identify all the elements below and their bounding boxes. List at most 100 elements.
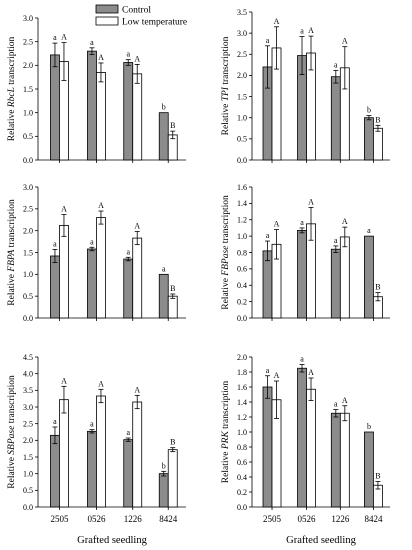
y-tick-label: 0.2	[237, 297, 247, 306]
legend-label: Low temperature	[122, 18, 187, 28]
significance-letter: A	[274, 371, 280, 380]
y-axis-label-prefix: Relative	[221, 449, 231, 483]
legend: Control Low temperature	[95, 4, 187, 28]
bar-control-1226	[123, 439, 134, 508]
y-tick-label: 2.5	[237, 50, 247, 59]
chart-panel-rbcl: 0.0 0.5 1.0 1.5 2.0 2.5 3.0 Relative RbcL trans…	[7, 14, 186, 165]
x-tick-label: 2505	[263, 514, 282, 524]
y-tick-label: 0.0	[23, 503, 33, 512]
x-tick-label: 0526	[298, 514, 317, 524]
bar-control-0526	[297, 229, 307, 319]
chart-panel-prk: 0.0 0.2 0.4 0.6 0.8 1.0 1.2 1.4 1.6 1.8 2.0 Relativ…	[221, 353, 390, 546]
y-tick-label: 1.2	[237, 216, 247, 225]
bar-low-temperature-0526	[96, 217, 106, 319]
y-axis-label-gene: RbcL	[7, 87, 17, 108]
bar-low-temperature-1226	[339, 236, 350, 319]
y-tick-label: 1.0	[23, 108, 33, 117]
significance-letter: A	[98, 53, 104, 62]
significance-letter: A	[308, 26, 314, 35]
y-tick-label: 0.5	[23, 486, 33, 495]
significance-letter: a	[162, 264, 166, 273]
bar-control-1226	[330, 76, 341, 161]
y-tick-label: 1.5	[237, 92, 247, 101]
bar-low-temperature-2505	[59, 399, 69, 508]
y-axis-label-gene: TPI	[221, 86, 231, 101]
y-tick-label: 0.8	[237, 443, 247, 452]
legend-swatch	[95, 16, 119, 26]
y-tick-label: 1.4	[237, 199, 247, 208]
significance-letter: b	[367, 106, 371, 115]
bar-control-8424	[158, 473, 169, 508]
y-axis-label: Relative FBPA transcription	[7, 199, 17, 306]
y-tick-label: 1.0	[237, 114, 247, 123]
y-axis-label-prefix: Relative	[221, 276, 231, 310]
y-tick-label: 0.5	[23, 292, 33, 301]
significance-letter: a	[300, 218, 304, 227]
y-tick-label: 3.5	[23, 386, 33, 395]
y-tick-label: 0.4	[237, 281, 247, 290]
significance-letter: A	[308, 368, 314, 377]
x-tick-label: 2505	[50, 514, 69, 524]
y-tick-label: 1.6	[237, 383, 247, 392]
y-axis-label: Relative SBPase transcription	[7, 375, 17, 489]
bar-low-temperature-8424	[167, 449, 178, 508]
significance-letter: B	[170, 121, 175, 130]
bar-control-8424	[364, 117, 374, 161]
bar-control-2505	[50, 54, 60, 161]
bar-low-temperature-1226	[339, 412, 350, 508]
bar-low-temperature-0526	[306, 388, 316, 508]
bar-control-0526	[87, 248, 97, 319]
significance-letter: A	[134, 54, 140, 63]
y-tick-label: 2.0	[237, 353, 247, 362]
y-tick-label: 4.5	[23, 353, 33, 362]
legend-swatch	[95, 4, 119, 14]
bar-control-1226	[330, 412, 341, 508]
bar-low-temperature-1226	[132, 237, 143, 319]
y-tick-label: 0.5	[237, 135, 247, 144]
y-axis-label: Relative RbcL transcription	[7, 37, 17, 142]
y-tick-label: 0.4	[237, 473, 247, 482]
y-tick-label: 3.5	[237, 8, 247, 17]
y-tick-label: 2.0	[23, 61, 33, 70]
x-axis-label: Grafted seedling	[286, 535, 356, 546]
chart-panel-fbpase: 0.0 0.2 0.4 0.6 0.8 1.0 1.2 1.4 1.6 Relative FBPa…	[221, 183, 390, 323]
significance-letter: a	[90, 420, 94, 429]
y-axis-label-suffix: transcription	[7, 375, 17, 426]
y-tick-label: 0.0	[237, 314, 247, 323]
significance-letter: a	[126, 428, 130, 437]
y-tick-label: 2.0	[23, 436, 33, 445]
significance-letter: A	[274, 220, 280, 229]
y-tick-label: 1.5	[23, 453, 33, 462]
significance-letter: a	[90, 38, 94, 47]
significance-letter: a	[126, 247, 130, 256]
bar-control-8424	[364, 235, 374, 319]
significance-letter: a	[266, 36, 270, 45]
y-tick-label: 2.5	[23, 205, 33, 214]
significance-letter: B	[170, 438, 175, 447]
y-axis-label-gene: FBPA	[7, 249, 17, 272]
y-tick-label: 3.0	[23, 183, 33, 192]
y-tick-label: 0.0	[237, 503, 247, 512]
x-tick-label: 1226	[331, 514, 350, 524]
significance-letter: a	[367, 226, 371, 235]
y-axis-label-prefix: Relative	[7, 455, 17, 489]
y-tick-label: 0.8	[237, 248, 247, 257]
y-tick-label: 0.6	[237, 458, 247, 467]
significance-letter: a	[53, 239, 57, 248]
significance-letter: a	[300, 355, 304, 364]
bar-control-0526	[87, 50, 97, 161]
chart-panel-fbpa: 0.0 0.5 1.0 1.5 2.0 2.5 3.0 Relative FBPA trans…	[7, 183, 186, 323]
significance-letter: a	[53, 417, 57, 426]
significance-letter: B	[375, 472, 380, 481]
significance-letter: A	[134, 222, 140, 231]
significance-letter: A	[274, 17, 280, 26]
significance-letter: B	[375, 115, 380, 124]
y-axis-label-suffix: transcription	[221, 381, 231, 432]
bar-low-temperature-0526	[96, 395, 106, 508]
significance-letter: B	[170, 284, 175, 293]
y-axis-label-suffix: transcription	[7, 199, 17, 250]
y-tick-label: 0.0	[23, 314, 33, 323]
bar-control-1226	[123, 258, 134, 319]
y-tick-label: 0.0	[237, 156, 247, 165]
y-tick-label: 1.2	[237, 413, 247, 422]
